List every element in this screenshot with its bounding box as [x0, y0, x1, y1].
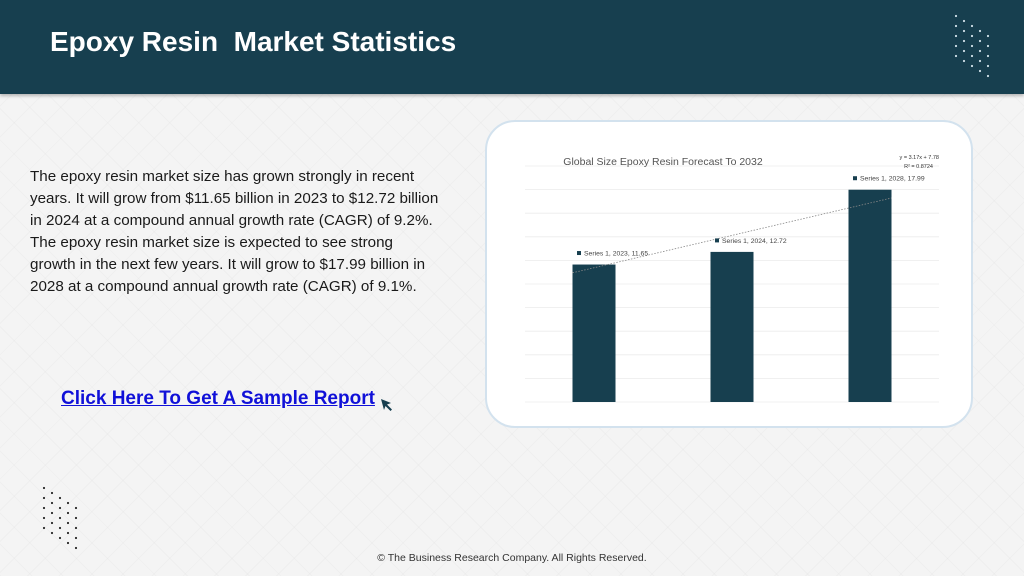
data-label-key [577, 251, 581, 256]
cursor-arrow-icon [381, 399, 392, 411]
bar-2028 [848, 189, 892, 402]
bar-2023 [572, 264, 616, 402]
data-label-2023: Series 1, 2023, 11.65 [584, 251, 648, 258]
trendline-equation: y = 3.17x + 7.78 [900, 155, 939, 161]
decorative-dots-icon [42, 486, 78, 550]
bar-2024 [710, 251, 754, 402]
data-label-2024: Series 1, 2024, 12.72 [722, 238, 787, 245]
chart-card: Global Size Epoxy Resin Forecast To 2032… [485, 120, 973, 428]
header-bar: Epoxy Resin Market Statistics [0, 0, 1024, 94]
trendline [572, 197, 892, 274]
data-label-key [715, 238, 719, 243]
trendline-r-squared: R² = 0.8724 [904, 164, 933, 170]
footer-copyright: © The Business Research Company. All Rig… [377, 552, 647, 564]
page-title: Epoxy Resin Market Statistics [50, 26, 457, 57]
market-description: The epoxy resin market size has grown st… [30, 168, 439, 295]
data-label-key [853, 176, 857, 181]
bar-chart: Global Size Epoxy Resin Forecast To 2032… [525, 155, 939, 403]
sample-report-link[interactable]: Click Here To Get A Sample Report [61, 388, 375, 409]
chart-title: Global Size Epoxy Resin Forecast To 2032 [563, 156, 763, 168]
data-label-2028: Series 1, 2028, 17.99 [860, 176, 925, 183]
decorative-dots-icon [954, 14, 990, 78]
